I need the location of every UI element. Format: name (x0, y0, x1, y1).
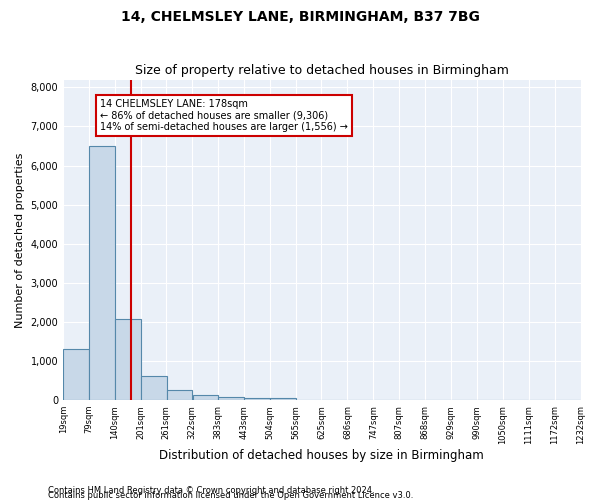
Text: 14 CHELMSLEY LANE: 178sqm
← 86% of detached houses are smaller (9,306)
14% of se: 14 CHELMSLEY LANE: 178sqm ← 86% of detac… (100, 99, 347, 132)
Bar (270, 398, 296, 400)
Bar (244, 398, 269, 400)
Title: Size of property relative to detached houses in Birmingham: Size of property relative to detached ho… (135, 64, 509, 77)
Bar (89, 146, 115, 400)
Text: Contains public sector information licensed under the Open Government Licence v3: Contains public sector information licen… (48, 491, 413, 500)
Bar (167, 390, 192, 400)
Text: 14, CHELMSLEY LANE, BIRMINGHAM, B37 7BG: 14, CHELMSLEY LANE, BIRMINGHAM, B37 7BG (121, 10, 479, 24)
Bar (141, 376, 167, 400)
Bar (115, 319, 140, 400)
Y-axis label: Number of detached properties: Number of detached properties (15, 152, 25, 328)
X-axis label: Distribution of detached houses by size in Birmingham: Distribution of detached houses by size … (160, 450, 484, 462)
Bar (193, 395, 218, 400)
Bar (218, 396, 244, 400)
Bar (64, 349, 89, 400)
Text: Contains HM Land Registry data © Crown copyright and database right 2024.: Contains HM Land Registry data © Crown c… (48, 486, 374, 495)
